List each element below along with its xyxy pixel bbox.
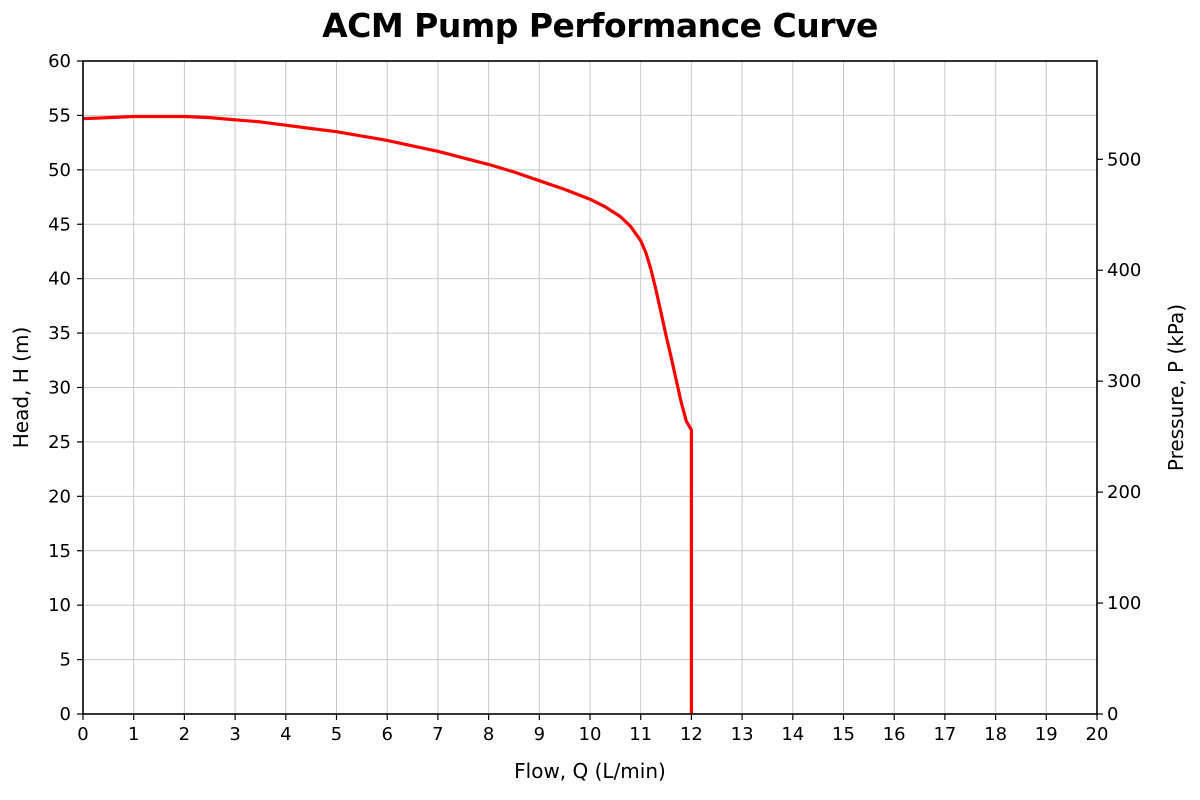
y-tick-label: 30: [48, 378, 71, 399]
x-tick-label: 3: [229, 724, 240, 745]
y-tick-label: 20: [48, 486, 71, 507]
x-tick-label: 2: [179, 724, 190, 745]
y-tick-label: 15: [48, 541, 71, 562]
x-tick-label: 13: [731, 724, 754, 745]
x-tick-label: 1: [128, 724, 139, 745]
y-tick-label: 10: [48, 595, 71, 616]
x-tick-label: 9: [534, 724, 545, 745]
ticks: 0 1 2 3 4 5 6 7 8 9 10 11 12 13 14 15 16 17 18 19 2005101520…: [48, 51, 1141, 745]
x-tick-label: 8: [483, 724, 494, 745]
y-tick-label: 45: [48, 214, 71, 235]
y2-axis-label: Pressure, P (kPa): [1164, 304, 1188, 471]
x-tick-label: 14: [781, 724, 804, 745]
y-tick-label: 55: [48, 105, 71, 126]
y-tick-label: 50: [48, 160, 71, 181]
x-tick-label: 5: [331, 724, 342, 745]
x-tick-label: 11: [629, 724, 652, 745]
y-axis-label: Head, H (m): [9, 327, 33, 449]
y-tick-label: 60: [48, 51, 71, 72]
grid: [82, 60, 1098, 715]
y-tick-label: 5: [60, 650, 71, 671]
y-tick-label: 25: [48, 432, 71, 453]
x-axis-label: Flow, Q (L/min): [514, 759, 666, 783]
y2-tick-label: 400: [1107, 260, 1141, 281]
x-tick-label: 12: [680, 724, 703, 745]
x-tick-label: 7: [432, 724, 443, 745]
x-tick-label: 16: [883, 724, 906, 745]
y-tick-label: 0: [60, 704, 71, 725]
x-tick-label: 18: [984, 724, 1007, 745]
x-tick-label: 4: [280, 724, 291, 745]
x-tick-label: 20: [1086, 724, 1109, 745]
curve-layer: [82, 114, 694, 714]
y-tick-label: 35: [48, 323, 71, 344]
y2-tick-label: 100: [1107, 593, 1141, 614]
x-tick-label: 17: [933, 724, 956, 745]
x-tick-label: 6: [381, 724, 392, 745]
x-tick-label: 10: [579, 724, 602, 745]
chart-title: ACM Pump Performance Curve: [322, 6, 878, 45]
y2-tick-label: 500: [1107, 149, 1141, 170]
y-tick-label: 40: [48, 269, 71, 290]
y2-tick-label: 200: [1107, 482, 1141, 503]
y2-tick-label: 0: [1107, 704, 1118, 725]
x-tick-label: 0: [77, 724, 88, 745]
x-tick-label: 19: [1035, 724, 1058, 745]
y2-tick-label: 300: [1107, 371, 1141, 392]
pump-curve-line: [82, 114, 694, 714]
x-tick-label: 15: [832, 724, 855, 745]
